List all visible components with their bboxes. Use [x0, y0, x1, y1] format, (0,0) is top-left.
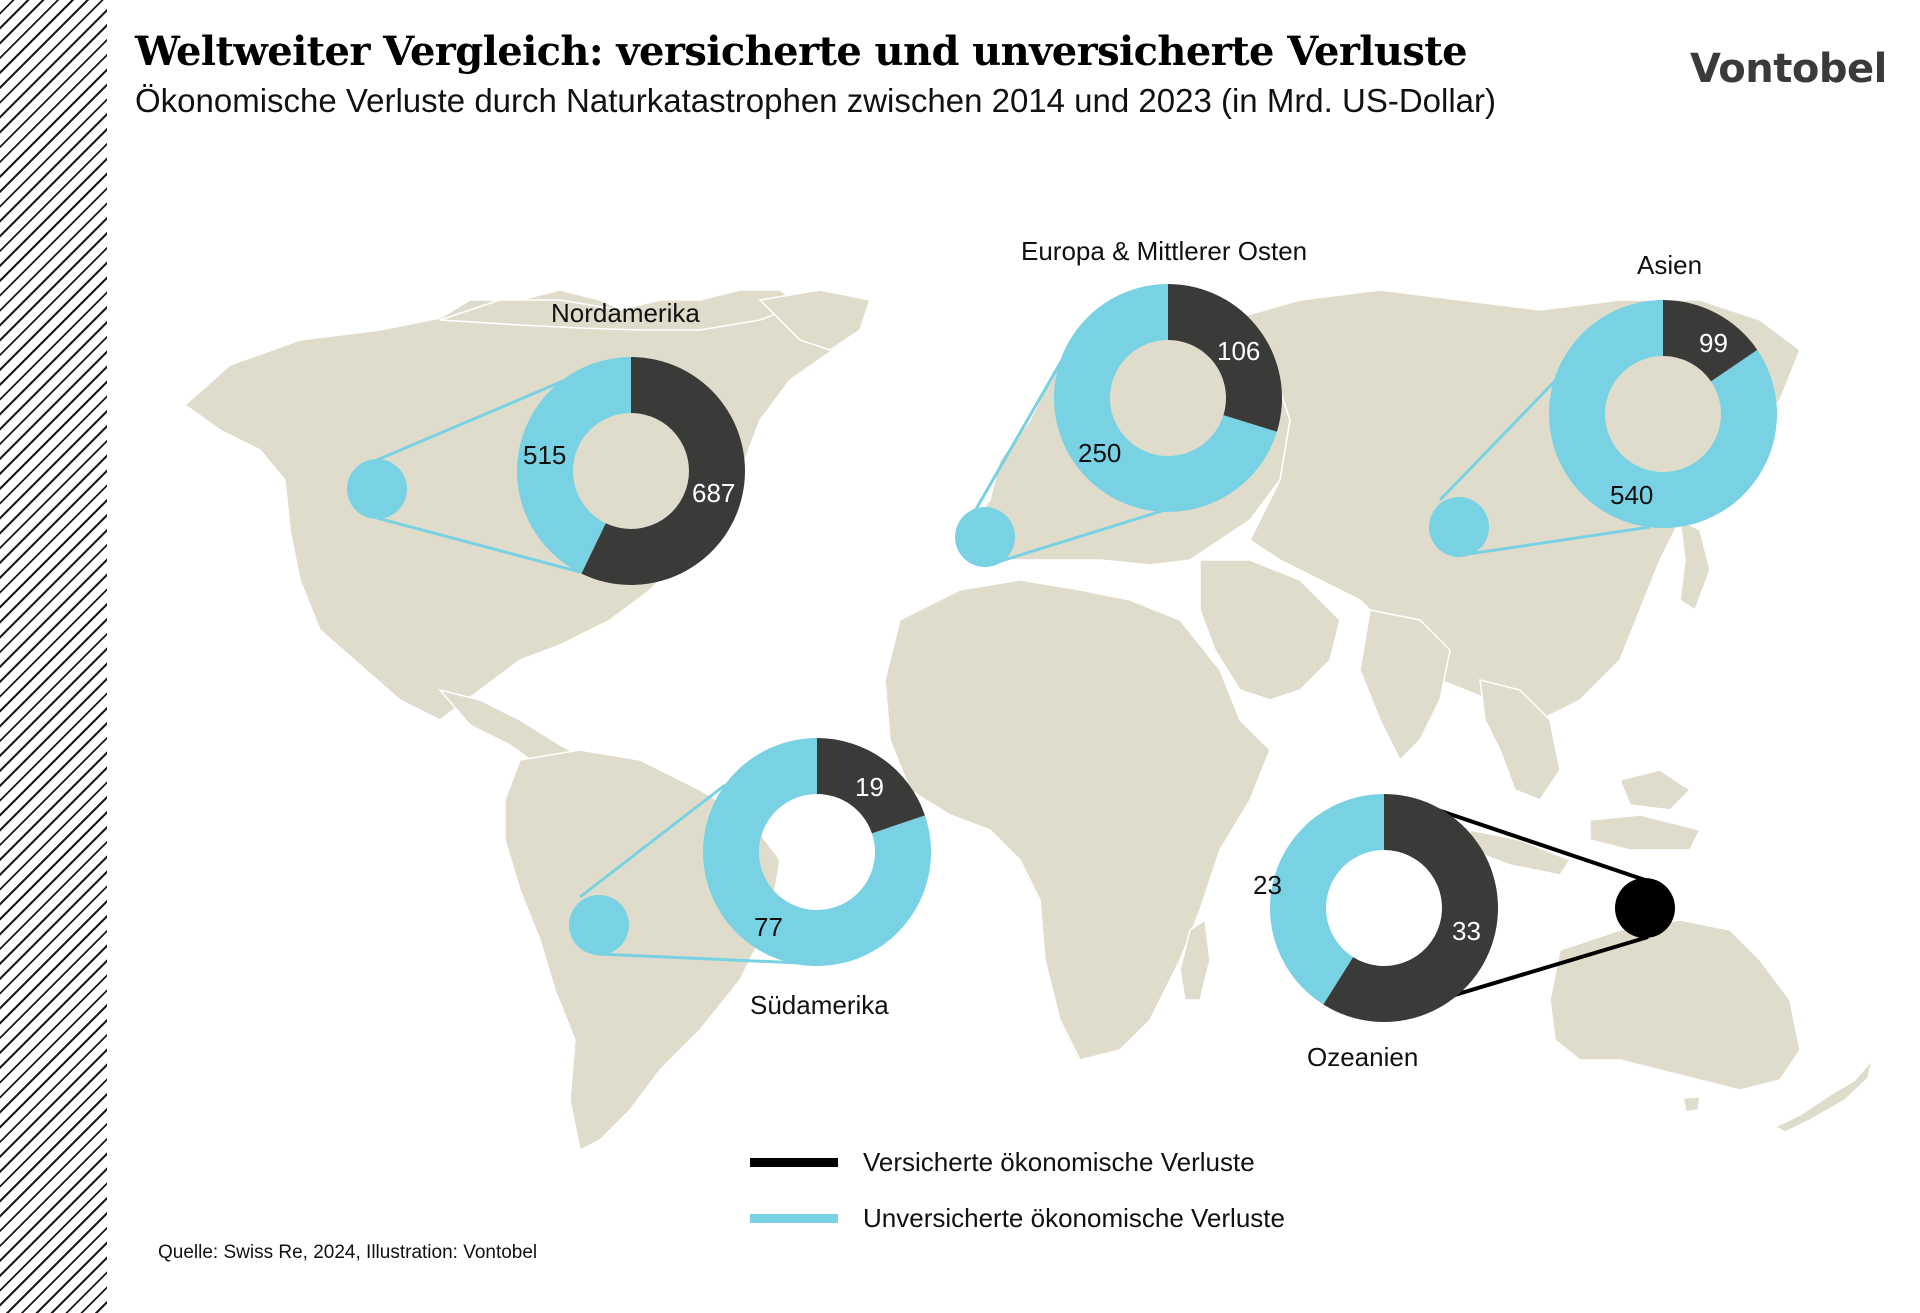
donut-segment-insured-europa: [1168, 284, 1282, 432]
connector-line: [1419, 802, 1646, 882]
connector-line: [579, 783, 726, 899]
donut-segment-insured-nordamerika: [581, 357, 746, 585]
value-uninsured-asien: 540: [1610, 480, 1654, 510]
region-label-nordamerika: Nordamerika: [551, 298, 700, 328]
legend-item-uninsured: Unversicherte ökonomische Verluste: [750, 1201, 1285, 1235]
donut-segment-uninsured-asien: [1549, 300, 1777, 528]
legend-swatch-insured: [750, 1157, 838, 1167]
value-uninsured-suedamerika: 77: [754, 912, 783, 942]
connector-line: [376, 516, 581, 574]
legend-swatch-uninsured: [750, 1213, 838, 1223]
value-insured-europa: 106: [1217, 336, 1261, 366]
value-insured-asien: 99: [1699, 328, 1728, 358]
value-uninsured-nordamerika: 515: [523, 440, 567, 470]
vontobel-logo: Vontobel: [1690, 46, 1887, 92]
donut-segment-uninsured-suedamerika: [703, 738, 931, 966]
donut-segment-uninsured-ozeanien: [1270, 794, 1384, 1005]
marker-dot-suedamerika: [569, 895, 629, 955]
marker-dot-asien: [1429, 497, 1489, 557]
source-note: Quelle: Swiss Re, 2024, Illustration: Vo…: [158, 1242, 538, 1263]
value-uninsured-europa: 250: [1078, 438, 1122, 468]
region-markers: [347, 353, 1675, 1014]
donut-segment-insured-suedamerika: [817, 738, 925, 834]
donut-segment-uninsured-nordamerika: [517, 357, 631, 574]
marker-dot-ozeanien: [1615, 878, 1675, 938]
region-label-ozeanien: Ozeanien: [1307, 1042, 1419, 1072]
connector-line: [597, 952, 801, 965]
value-insured-suedamerika: 19: [855, 772, 884, 802]
marker-dot-europa: [955, 507, 1015, 567]
connector-line: [1454, 525, 1651, 558]
hatched-side-strip: [0, 0, 107, 1313]
value-insured-nordamerika: 687: [692, 478, 736, 508]
value-insured-ozeanien: 33: [1452, 916, 1481, 946]
region-label-asien: Asien: [1637, 250, 1703, 280]
legend-label-insured: Versicherte ökonomische Verluste: [863, 1146, 1255, 1177]
legend: Versicherte ökonomische Verluste Unversi…: [750, 1145, 1285, 1257]
marker-dot-nordamerika: [347, 459, 407, 519]
chart-title: Weltweiter Vergleich: versicherte und un…: [135, 28, 1468, 75]
legend-label-uninsured: Unversicherte ökonomische Verluste: [863, 1202, 1285, 1233]
value-uninsured-ozeanien: 23: [1253, 870, 1282, 900]
region-label-europa: Europa & Mittlerer Osten: [1021, 236, 1308, 266]
donut-segment-uninsured-europa: [1054, 284, 1277, 512]
region-label-suedamerika: Südamerika: [750, 990, 889, 1020]
donut-charts: [517, 284, 1777, 1022]
chart-subtitle: Ökonomische Verluste durch Naturkatastro…: [135, 82, 1497, 119]
connector-line: [984, 508, 1166, 568]
donut-segment-insured-ozeanien: [1323, 794, 1498, 1022]
donut-segment-insured-asien: [1663, 300, 1758, 382]
legend-item-insured: Versicherte ökonomische Verluste: [750, 1145, 1285, 1179]
connector-line: [962, 359, 1064, 531]
